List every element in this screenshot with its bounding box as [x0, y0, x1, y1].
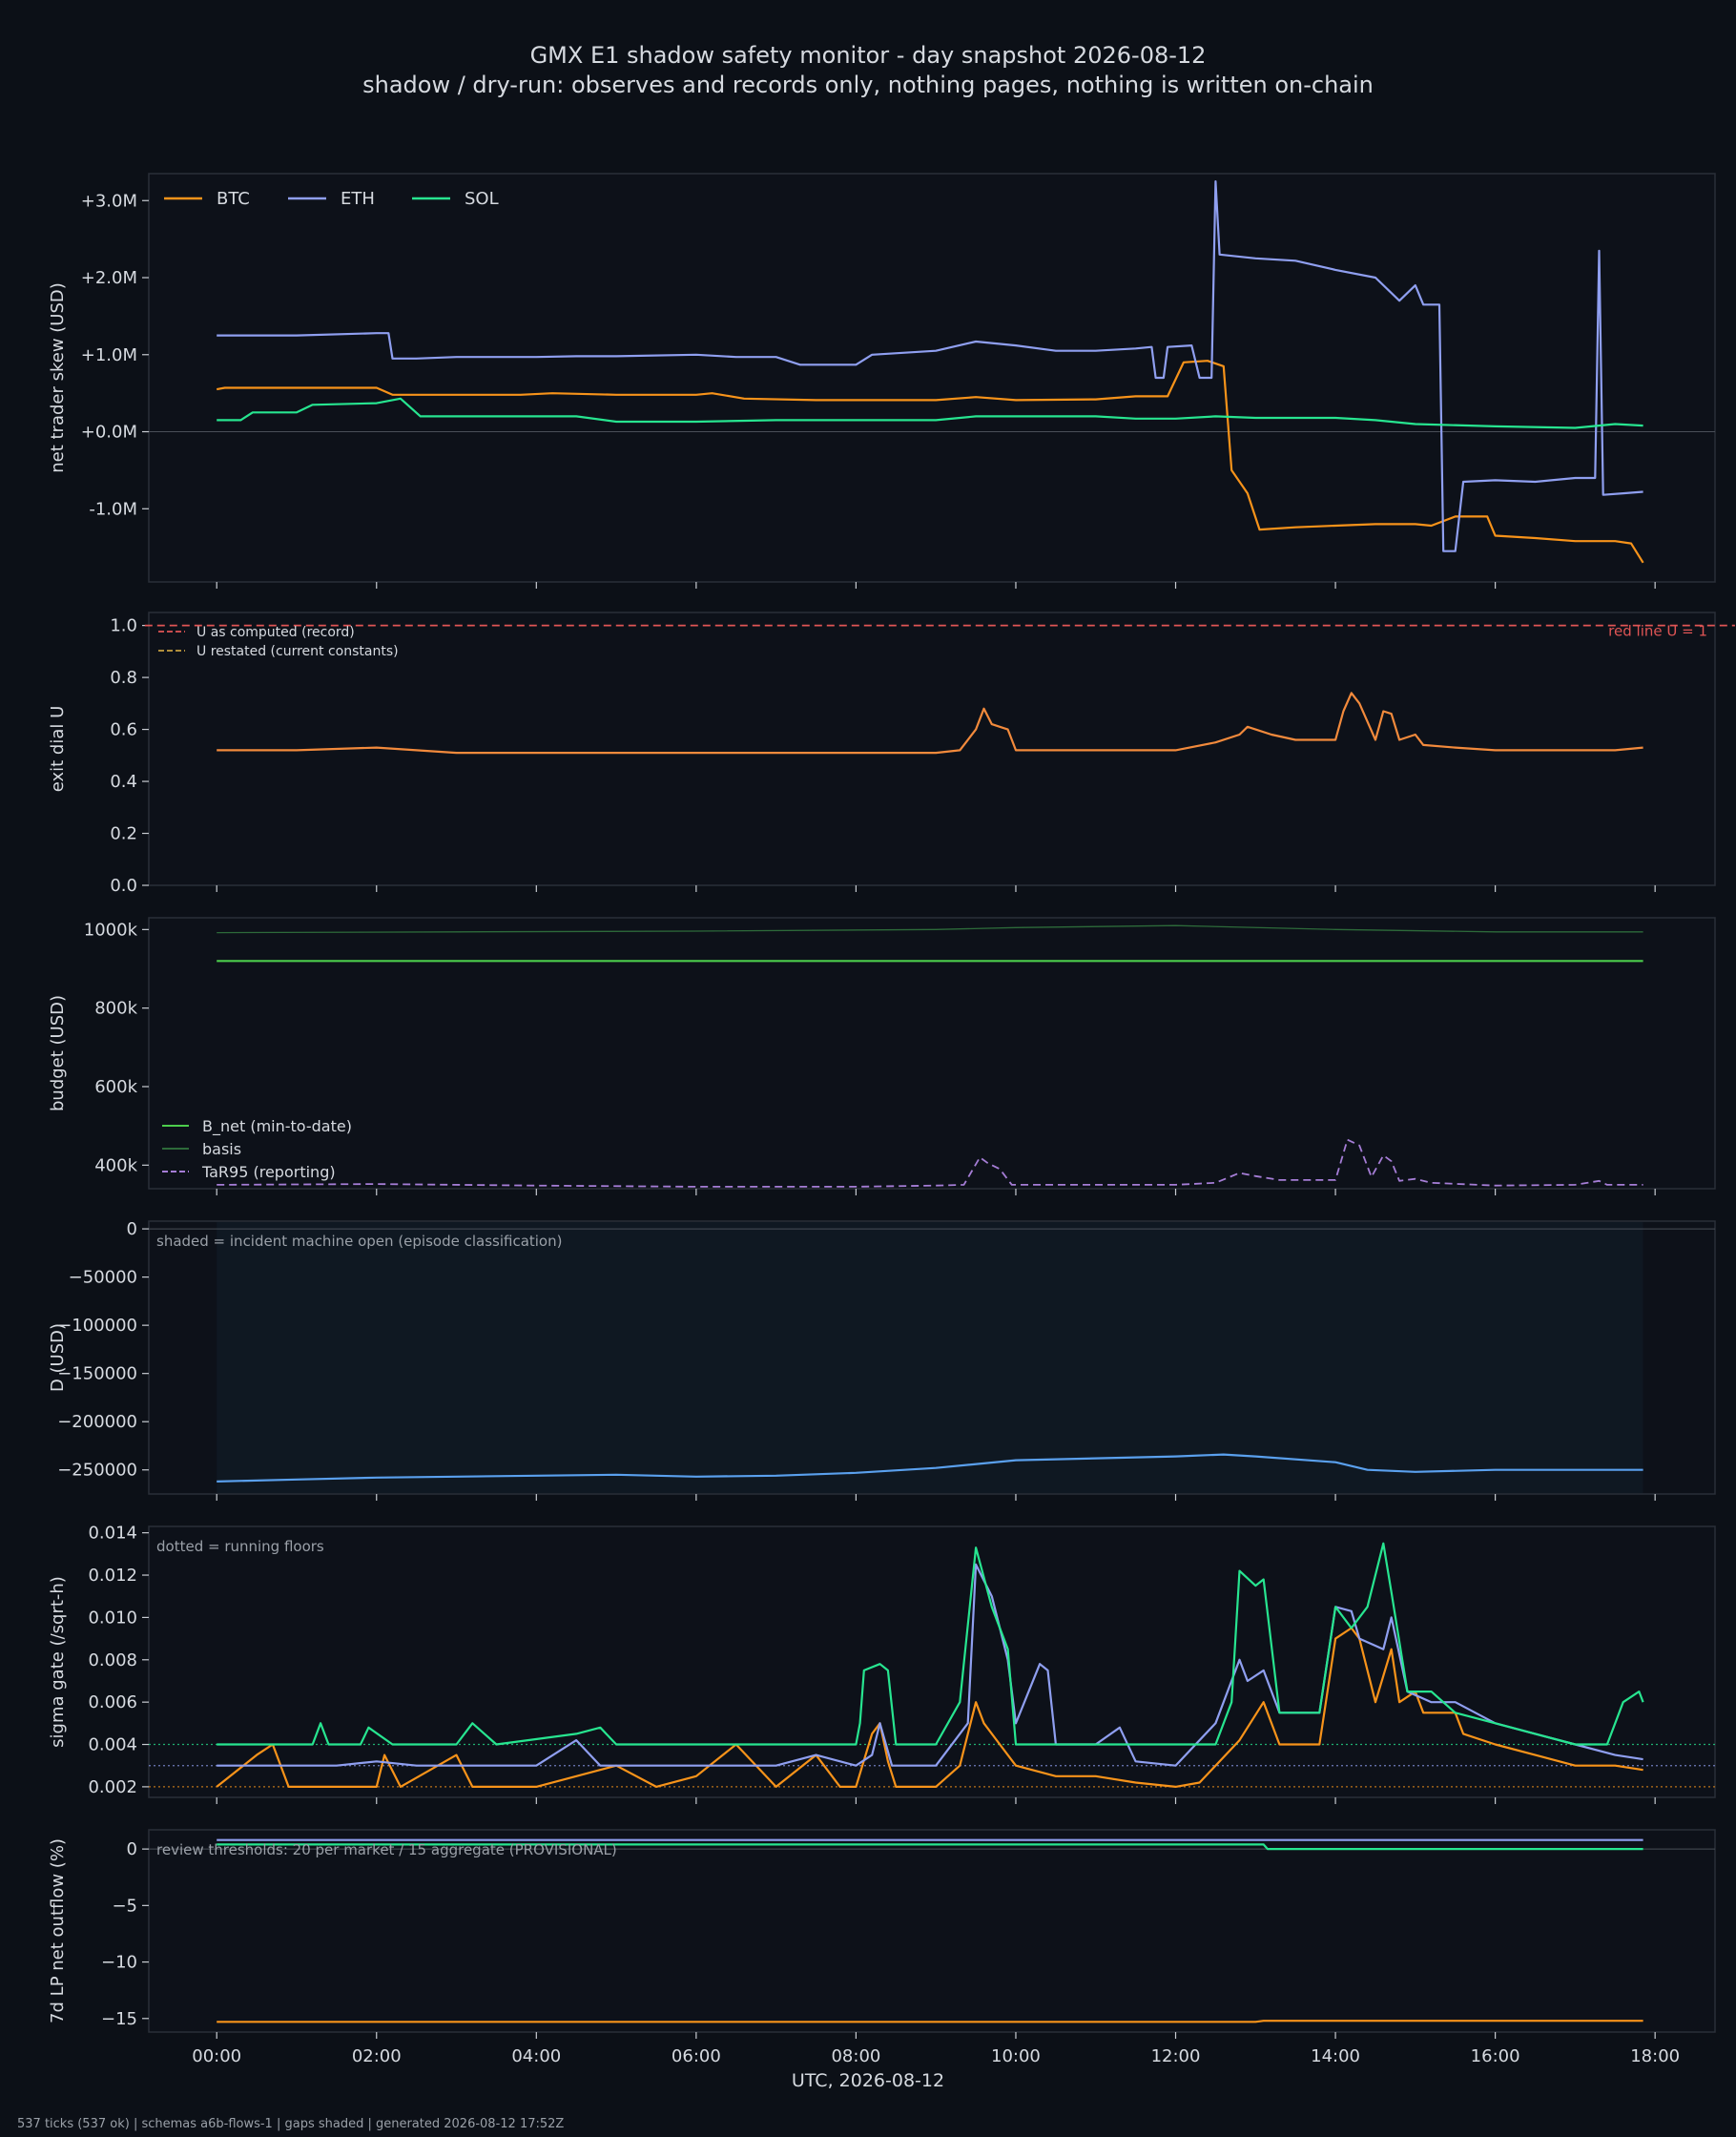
- legend-label: BTC: [217, 189, 250, 209]
- panel-drawdown: −250000 −200000 −150000 −100000 −50000 0 D (US…: [48, 1219, 1716, 1501]
- panel-annotation: shaded = incident machine open (episode …: [156, 1233, 562, 1250]
- series-line-btc: [216, 360, 1644, 564]
- panel-frame: [148, 917, 1716, 1190]
- incident-shade: [217, 1222, 1643, 1493]
- y-tick-label: 800k: [94, 999, 137, 1019]
- x-tick-label: 00:00: [192, 2046, 241, 2066]
- footer-text: 537 ticks (537 ok) | schemas a6b-flows-1…: [17, 2117, 564, 2131]
- y-axis-label: exit dial U: [48, 706, 68, 793]
- legend-label: U as computed (record): [196, 625, 355, 640]
- y-axis-label: 7d LP net outflow (%): [48, 1838, 68, 2023]
- y-tick-label: 0.006: [88, 1692, 137, 1712]
- y-tick-label: 0: [127, 1839, 137, 1859]
- red-line-annotation: red line U = 1: [1608, 623, 1707, 640]
- y-tick-label: −250000: [57, 1461, 137, 1481]
- legend-label: basis: [202, 1140, 241, 1158]
- y-tick-label: −10: [101, 1953, 137, 1973]
- y-tick-label: −100000: [57, 1316, 137, 1336]
- y-tick-label: +2.0M: [81, 268, 137, 288]
- panel-annotation: review thresholds: 20 per market / 15 ag…: [156, 1841, 617, 1858]
- y-tick-label: 0.004: [88, 1735, 137, 1755]
- y-tick-label: 0: [127, 1219, 137, 1239]
- y-tick-label: 1.0: [110, 616, 137, 636]
- y-tick-label: 0.014: [88, 1524, 137, 1544]
- panels: -1.0M +0.0M +1.0M +2.0M +3.0M net trader skew…: [48, 173, 1735, 2066]
- panel-frame: [148, 1829, 1716, 2033]
- y-tick-label: 0.8: [110, 668, 137, 688]
- y-tick-label: 1000k: [84, 920, 138, 940]
- series-line-u: [217, 692, 1643, 755]
- y-axis-label: net trader skew (USD): [48, 282, 68, 473]
- y-tick-label: 400k: [94, 1155, 137, 1175]
- panel-frame: [148, 1525, 1716, 1798]
- x-tick-label: 10:00: [991, 2046, 1041, 2066]
- x-tick-label: 18:00: [1630, 2046, 1680, 2066]
- legend-label: ETH: [341, 189, 375, 209]
- series-line-btc: [216, 1627, 1643, 1788]
- y-tick-label: 0.0: [110, 876, 137, 896]
- x-tick-label: 08:00: [831, 2046, 880, 2066]
- series-line-sol: [217, 397, 1643, 429]
- panel-budget: 400k 600k 800k 1000k budget (USD) B_net (min-…: [48, 917, 1716, 1195]
- panel-outflow: −15 −10 −5 0 7d LP net outflow (%) review thr…: [48, 1829, 1716, 2066]
- y-tick-label: +1.0M: [81, 345, 137, 365]
- y-tick-label: −5: [112, 1896, 137, 1916]
- y-tick-label: −15: [101, 2009, 137, 2029]
- y-tick-label: 0.002: [88, 1777, 137, 1797]
- y-tick-label: +3.0M: [81, 191, 137, 211]
- y-tick-label: 0.012: [88, 1566, 137, 1586]
- y-tick-label: 600k: [94, 1077, 137, 1097]
- series-line-sol: [217, 1542, 1644, 1746]
- y-tick-label: −200000: [57, 1412, 137, 1432]
- x-tick-label: 06:00: [672, 2046, 721, 2066]
- panel-frame: [148, 173, 1716, 583]
- x-axis-label: UTC, 2026-08-12: [792, 2070, 944, 2091]
- series-line-btc: [217, 2020, 1643, 2023]
- x-tick-label: 12:00: [1151, 2046, 1201, 2066]
- legend-label: SOL: [465, 189, 499, 209]
- panel-skew: -1.0M +0.0M +1.0M +2.0M +3.0M net trader skew…: [48, 173, 1716, 589]
- y-tick-label: 0.2: [110, 824, 137, 844]
- x-tick-label: 04:00: [511, 2046, 561, 2066]
- panel-annotation: dotted = running floors: [156, 1538, 324, 1555]
- figure-title: GMX E1 shadow safety monitor - day snaps…: [530, 42, 1207, 69]
- x-tick-label: 02:00: [352, 2046, 402, 2066]
- y-tick-label: 0.6: [110, 720, 137, 740]
- y-tick-label: 0.008: [88, 1650, 137, 1670]
- series-line-basis: [217, 924, 1643, 934]
- series-line-tar95-reporting-: [217, 1138, 1643, 1188]
- series-line-sol: [217, 1843, 1643, 1851]
- y-axis-label: D (USD): [48, 1323, 68, 1392]
- y-tick-label: −50000: [69, 1268, 137, 1288]
- legend-label: TaR95 (reporting): [201, 1163, 336, 1181]
- panel-exit: 0.0 0.2 0.4 0.6 0.8 1.0 exit dial U red line U …: [48, 612, 1735, 896]
- y-axis-label: sigma gate (/sqrt-h): [48, 1576, 68, 1748]
- series-line-d: [217, 1453, 1643, 1483]
- x-tick-label: 14:00: [1311, 2046, 1360, 2066]
- figure-subtitle: shadow / dry-run: observes and records o…: [362, 72, 1374, 98]
- y-tick-label: 0.4: [110, 772, 137, 792]
- y-tick-label: 0.010: [88, 1608, 137, 1628]
- legend-label: U restated (current constants): [196, 644, 399, 659]
- panel-sigma: 0.002 0.004 0.006 0.008 0.010 0.012 0.014 sigma…: [48, 1524, 1716, 1804]
- y-axis-label: budget (USD): [48, 995, 68, 1111]
- series-line-eth: [217, 180, 1643, 552]
- y-tick-label: +0.0M: [81, 423, 137, 443]
- y-tick-label: −150000: [57, 1364, 137, 1384]
- x-tick-label: 16:00: [1471, 2046, 1520, 2066]
- legend-label: B_net (min-to-date): [202, 1117, 352, 1136]
- y-tick-label: -1.0M: [89, 499, 137, 519]
